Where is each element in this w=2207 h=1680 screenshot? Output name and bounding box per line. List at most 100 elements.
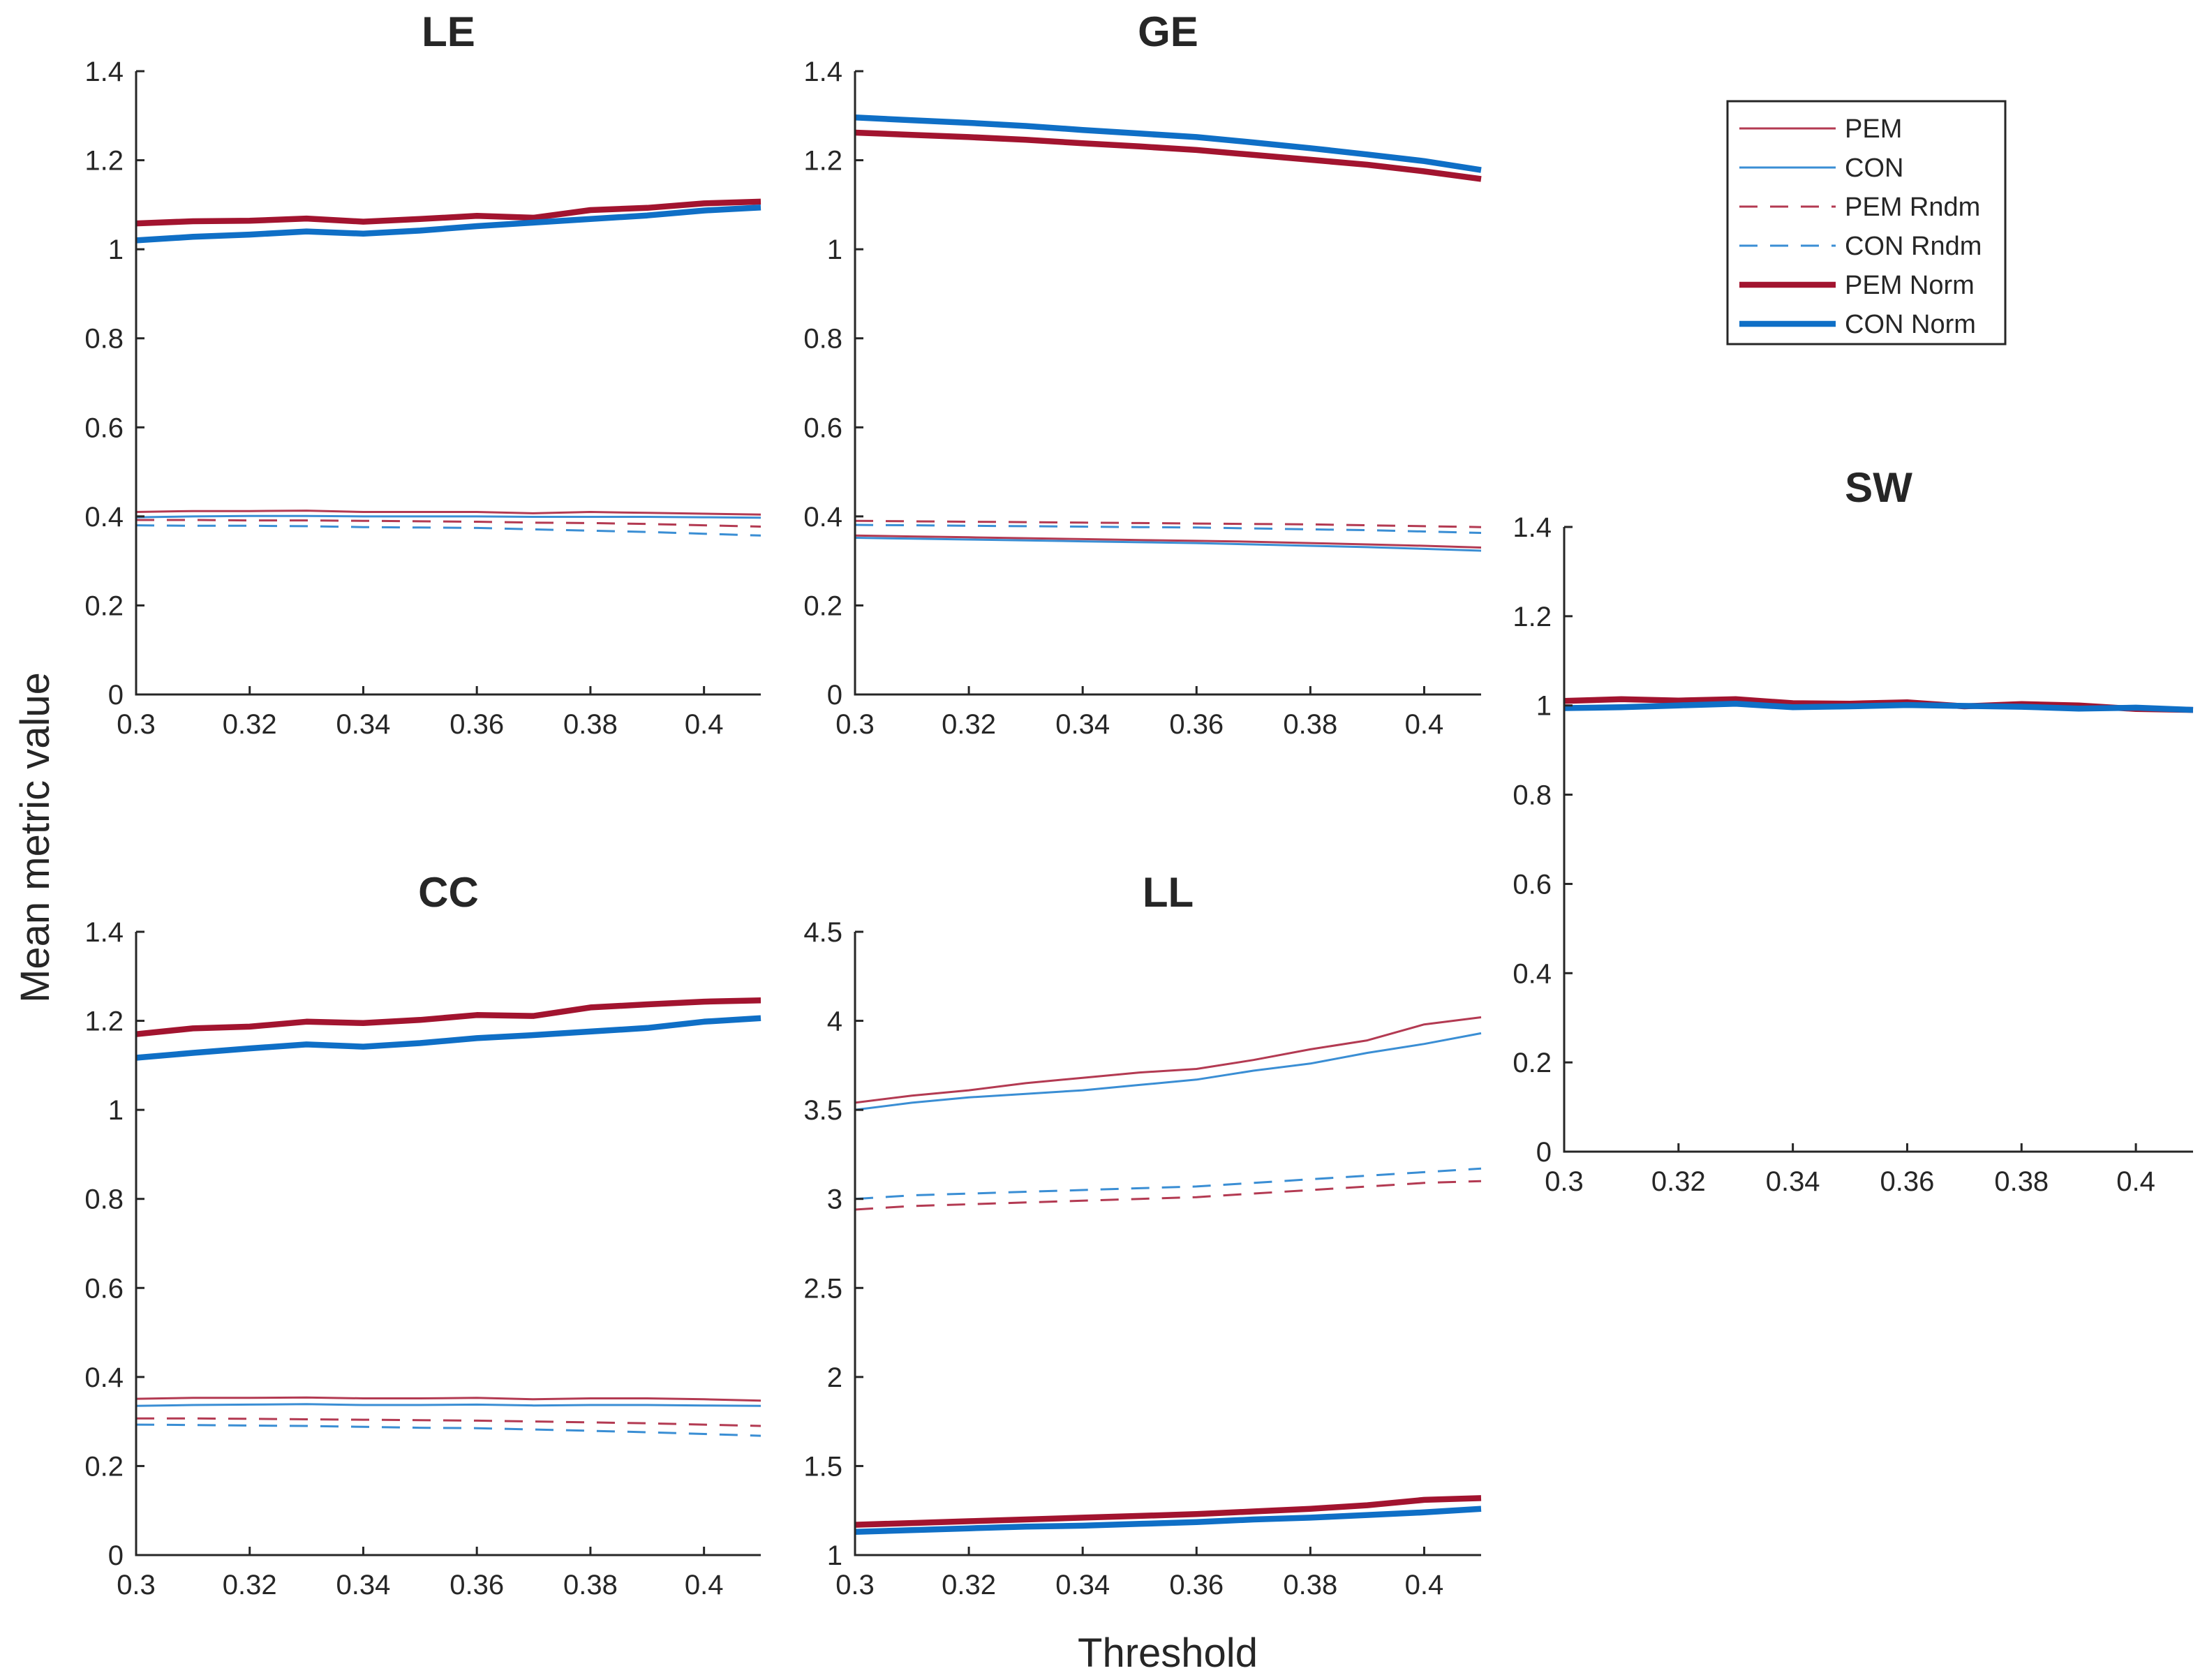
- y-tick-label: 0.6: [803, 412, 842, 443]
- x-tick-label: 0.3: [117, 1570, 156, 1600]
- series-line-cc-pem-rndm: [136, 1417, 761, 1427]
- x-tick-label: 0.34: [1055, 1570, 1110, 1600]
- y-tick-label: 1: [108, 1095, 124, 1126]
- series-line-ge-con-norm: [854, 114, 1482, 173]
- x-tick-label: 0.32: [223, 1570, 277, 1600]
- series-line-le-pem: [135, 510, 761, 516]
- y-tick-label: 1.2: [803, 146, 842, 177]
- x-tick-label: 0.34: [1055, 709, 1110, 740]
- y-tick-label: 0.2: [803, 590, 842, 621]
- x-tick-label: 0.34: [1766, 1166, 1820, 1197]
- series-line-le-con-rndm: [135, 524, 761, 537]
- y-tick-label: 1.4: [84, 57, 124, 87]
- x-tick-label: 0.36: [449, 709, 504, 740]
- x-tick-label: 0.36: [1169, 709, 1224, 740]
- series-line-ll-con-rndm: [854, 1167, 1482, 1200]
- legend: PEM CON PEM Rndm CON Rndm PEM Norm CON Norm: [1726, 100, 2007, 345]
- series-line-cc-con: [135, 1403, 761, 1407]
- y-tick-label: 0: [108, 680, 124, 711]
- panel-title-cc: CC: [418, 869, 479, 916]
- series-line-ll-con-norm: [854, 1506, 1482, 1536]
- y-tick-label: 0.2: [84, 590, 124, 621]
- y-tick-label: 0.8: [803, 324, 842, 355]
- legend-label: CON Rndm: [1845, 232, 1982, 261]
- y-tick-label: 1.4: [803, 57, 842, 87]
- panel-title-sw: SW: [1845, 464, 1912, 511]
- y-tick-label: 0.6: [84, 412, 124, 443]
- y-tick-label: 1.4: [1513, 512, 1552, 543]
- y-tick-label: 1: [1536, 691, 1552, 722]
- series-line-ge-con-rndm: [854, 523, 1482, 534]
- x-tick-label: 0.38: [1283, 1570, 1337, 1600]
- y-tick-label: 1.5: [803, 1451, 842, 1482]
- legend-label: CON: [1845, 154, 1903, 183]
- series-line-cc-pem: [135, 1396, 761, 1402]
- y-tick-label: 0: [108, 1540, 124, 1571]
- x-tick-label: 0.34: [336, 1570, 391, 1600]
- x-axis-title: Threshold: [1078, 1630, 1258, 1676]
- series-line-ge-pem-norm: [854, 129, 1482, 182]
- x-tick-label: 0.4: [685, 1570, 724, 1600]
- series-line-ll-pem-norm: [854, 1495, 1482, 1528]
- x-tick-label: 0.34: [336, 709, 391, 740]
- y-tick-label: 4.5: [803, 917, 842, 948]
- series-line-ge-pem-rndm: [854, 519, 1482, 528]
- y-tick-label: 0.2: [84, 1451, 124, 1482]
- legend-item-pem: PEM: [1739, 114, 1902, 144]
- panel-ge: GE 0 0.2 0.4 0.6 0.8 1 1.2 1.4 0.3 0.32 0.34 0.36 0.3…: [803, 8, 1482, 740]
- y-tick-label: 0.6: [84, 1273, 124, 1304]
- y-tick-label: 0.8: [84, 324, 124, 355]
- series-line-sw-con-norm: [1563, 700, 2194, 713]
- x-tick-label: 0.4: [2116, 1166, 2155, 1197]
- x-tick-label: 0.3: [835, 709, 875, 740]
- y-tick-label: 0.4: [84, 1362, 124, 1393]
- series-line-le-con: [135, 514, 761, 519]
- series-line-ll-pem-rndm: [854, 1180, 1482, 1211]
- x-tick-label: 0.32: [942, 709, 996, 740]
- series-line-ge-con: [854, 537, 1482, 552]
- panel-sw: SW 0 0.2 0.4 0.6 0.8 1 1.2 1.4 0.3 0.32 0.34 0.36 0.3…: [1513, 464, 2194, 1197]
- x-tick-label: 0.4: [685, 709, 724, 740]
- x-tick-label: 0.32: [942, 1570, 996, 1600]
- panel-cc: CC 0 0.2 0.4 0.6 0.8 1 1.2 1.4 0.3 0.32 0.34 0.36 0.3…: [84, 869, 761, 1600]
- legend-item-pem-rndm: PEM Rndm: [1739, 193, 1980, 222]
- x-tick-label: 0.38: [1994, 1166, 2049, 1197]
- legend-item-con-norm: CON Norm: [1739, 310, 1976, 339]
- y-tick-label: 0: [1536, 1137, 1552, 1168]
- legend-label: PEM: [1845, 114, 1902, 144]
- legend-box: [1726, 100, 2007, 345]
- y-tick-label: 0.4: [1513, 958, 1552, 989]
- y-tick-label: 2.5: [803, 1273, 842, 1304]
- y-tick-label: 0.4: [84, 502, 124, 533]
- x-tick-label: 0.32: [223, 709, 277, 740]
- y-tick-label: 0.6: [1513, 869, 1552, 900]
- panel-le: LE 0 0.2 0.4 0.6 0.8 1 1.2 1.4 0.3 0.32 0.34 0.36 0.3…: [84, 8, 761, 740]
- y-tick-label: 1.2: [84, 1006, 124, 1037]
- y-tick-label: 4: [827, 1006, 842, 1037]
- series-line-cc-pem-norm: [135, 997, 761, 1037]
- panel-title-ge: GE: [1138, 8, 1198, 55]
- x-tick-label: 0.4: [1405, 709, 1444, 740]
- series-line-le-con-norm: [135, 204, 761, 244]
- y-tick-label: 1.4: [84, 917, 124, 948]
- y-tick-label: 0.4: [803, 502, 842, 533]
- y-tick-label: 1: [827, 1540, 842, 1571]
- y-tick-label: 0.8: [1513, 780, 1552, 811]
- y-tick-label: 3: [827, 1184, 842, 1215]
- y-tick-label: 3.5: [803, 1095, 842, 1126]
- x-tick-label: 0.38: [1283, 709, 1337, 740]
- x-tick-label: 0.3: [117, 709, 156, 740]
- y-tick-label: 1: [108, 235, 124, 265]
- x-tick-label: 0.32: [1651, 1166, 1706, 1197]
- legend-label: CON Norm: [1845, 310, 1976, 339]
- legend-label: PEM Norm: [1845, 271, 1975, 300]
- x-tick-label: 0.38: [563, 1570, 618, 1600]
- series-line-cc-con-rndm: [135, 1423, 761, 1437]
- x-tick-label: 0.38: [563, 709, 618, 740]
- series-line-ge-pem: [854, 534, 1482, 549]
- x-tick-label: 0.36: [1169, 1570, 1224, 1600]
- x-tick-label: 0.36: [449, 1570, 504, 1600]
- legend-item-pem-norm: PEM Norm: [1739, 271, 1975, 300]
